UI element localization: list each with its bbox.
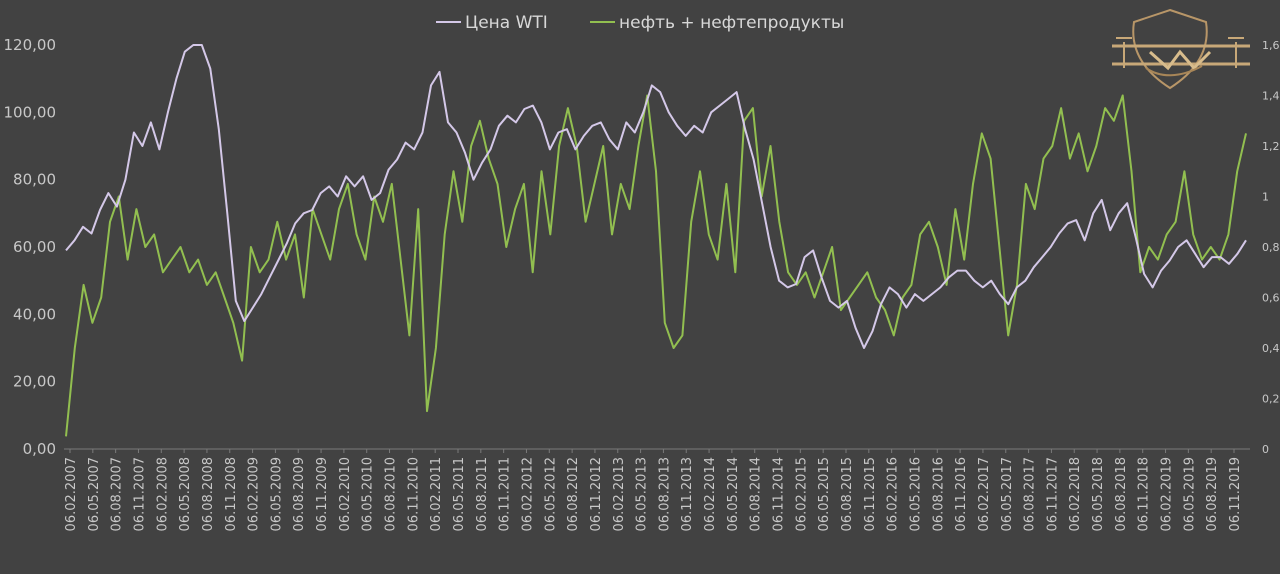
x-tick-label: 06.05.2018 — [1091, 457, 1106, 531]
legend-label-wti: Цена WTI — [465, 13, 548, 33]
y-right-tick-label: 0,6 — [1262, 292, 1280, 305]
x-tick-label: 06.11.2010 — [406, 457, 421, 531]
legend-label-oil-products: нефть + нефтепродукты — [619, 13, 844, 33]
x-tick-label: 06.02.2016 — [886, 457, 901, 531]
x-tick-label: 06.02.2008 — [155, 457, 170, 531]
x-tick-label: 06.05.2017 — [1000, 457, 1015, 531]
y-left-tick-label: 40,00 — [13, 305, 56, 323]
x-tick-label: 06.05.2013 — [635, 457, 650, 531]
x-tick-label: 06.02.2018 — [1068, 457, 1083, 531]
x-tick-label: 06.02.2019 — [1160, 457, 1175, 531]
x-tick-label: 06.05.2015 — [817, 457, 832, 531]
x-tick-label: 06.08.2019 — [1205, 457, 1220, 531]
y-right-tick-label: 0,4 — [1262, 342, 1280, 355]
x-tick-label: 06.08.2011 — [475, 457, 490, 531]
x-axis: 06.02.2007 06.05.2007 06.08.2007 06.11.2007… — [64, 449, 1243, 531]
x-tick-label: 06.11.2012 — [589, 457, 604, 531]
x-tick-label: 06.05.2008 — [178, 457, 193, 531]
x-tick-label: 06.08.2007 — [110, 457, 125, 531]
x-tick-label: 06.05.2012 — [543, 457, 558, 531]
x-tick-label: 06.02.2007 — [64, 457, 79, 531]
y-axis-right: 0 0,2 0,4 0,6 0,8 1 1,2 1,4 1,6 — [1262, 39, 1280, 456]
x-tick-label: 06.08.2018 — [1114, 457, 1129, 531]
x-tick-label: 06.08.2009 — [292, 457, 307, 531]
x-tick-label: 06.05.2016 — [908, 457, 923, 531]
plot-area — [65, 44, 1247, 437]
x-tick-label: 06.02.2013 — [612, 457, 627, 531]
x-tick-label: 06.11.2019 — [1228, 457, 1243, 531]
x-tick-label: 06.11.2015 — [863, 457, 878, 531]
y-left-tick-label: 100,00 — [4, 103, 57, 121]
x-tick-label: 06.08.2017 — [1023, 457, 1038, 531]
y-right-tick-label: 0,8 — [1262, 241, 1280, 254]
y-right-tick-label: 1,6 — [1262, 39, 1280, 52]
y-axis-left: 0,00 20,00 40,00 60,00 80,00 100,00 120,00 — [4, 36, 57, 458]
logo-emblem — [1112, 8, 1250, 90]
x-tick-label: 06.05.2009 — [269, 457, 284, 531]
y-right-tick-label: 0,2 — [1262, 393, 1280, 406]
y-left-tick-label: 120,00 — [4, 36, 57, 54]
x-tick-label: 06.02.2012 — [520, 457, 535, 531]
y-right-tick-label: 1,4 — [1262, 90, 1280, 103]
y-left-tick-label: 0,00 — [23, 440, 56, 458]
x-tick-label: 06.08.2010 — [384, 457, 399, 531]
x-tick-label: 06.08.2012 — [566, 457, 581, 531]
legend: Цена WTI нефть + нефтепродукты — [436, 13, 844, 33]
x-tick-label: 06.11.2007 — [132, 457, 147, 531]
x-tick-label: 06.11.2014 — [772, 457, 787, 531]
x-tick-label: 06.08.2013 — [657, 457, 672, 531]
x-tick-label: 06.02.2010 — [338, 457, 353, 531]
x-tick-label: 06.02.2009 — [247, 457, 262, 531]
x-tick-label: 06.05.2007 — [87, 457, 102, 531]
x-tick-label: 06.11.2016 — [954, 457, 969, 531]
y-left-tick-label: 20,00 — [13, 373, 56, 391]
x-tick-label: 06.08.2014 — [749, 457, 764, 531]
x-tick-label: 06.05.2011 — [452, 457, 467, 531]
y-left-tick-label: 80,00 — [13, 171, 56, 189]
y-right-tick-label: 0 — [1262, 443, 1269, 456]
x-tick-label: 06.08.2016 — [931, 457, 946, 531]
x-tick-label: 06.11.2011 — [498, 457, 513, 531]
series-line-wti — [65, 44, 1247, 349]
y-left-tick-label: 60,00 — [13, 238, 56, 256]
x-tick-label: 06.02.2017 — [977, 457, 992, 531]
y-right-tick-label: 1,2 — [1262, 140, 1280, 153]
x-tick-label: 06.05.2014 — [726, 457, 741, 531]
x-tick-label: 06.02.2011 — [429, 457, 444, 531]
x-tick-label: 06.05.2010 — [361, 457, 376, 531]
x-tick-label: 06.11.2018 — [1137, 457, 1152, 531]
x-tick-label: 06.02.2014 — [703, 457, 718, 531]
x-tick-label: 06.08.2008 — [201, 457, 216, 531]
x-tick-label: 06.08.2015 — [840, 457, 855, 531]
y-right-tick-label: 1 — [1262, 191, 1269, 204]
series-line-oil-products — [65, 94, 1247, 437]
x-tick-label: 06.05.2019 — [1182, 457, 1197, 531]
x-tick-label: 06.11.2009 — [315, 457, 330, 531]
x-tick-label: 06.11.2013 — [680, 457, 695, 531]
x-tick-label: 06.11.2017 — [1045, 457, 1060, 531]
x-tick-label: 06.02.2015 — [794, 457, 809, 531]
x-tick-label: 06.11.2008 — [224, 457, 239, 531]
